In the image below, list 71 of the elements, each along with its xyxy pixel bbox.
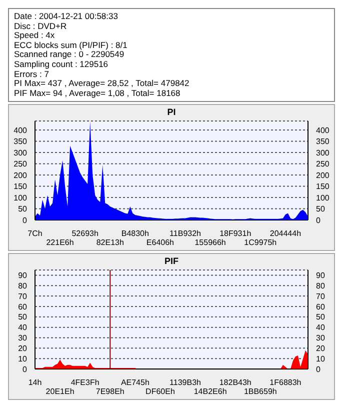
x-tick-label: 11B932h — [170, 229, 201, 238]
y-tick-label: 150 — [14, 182, 28, 192]
y2-tick-label: 0 — [316, 365, 321, 374]
x-tick-label: 155966h — [194, 238, 226, 248]
text: PI Max= 437 , Average= 28,52 , Total= 479842 — [14, 78, 190, 89]
y-tick-label: 50 — [18, 313, 28, 322]
x-tick-label: 82E13h — [96, 238, 124, 248]
y2-tick-label: 300 — [316, 148, 330, 158]
y2-tick-label: 0 — [316, 216, 321, 226]
x-tick-label: 1F6883h — [270, 378, 302, 388]
y-tick-label: 350 — [14, 137, 28, 146]
y2-tick-label: 350 — [316, 137, 330, 146]
x-tick-label: 182B43h — [219, 378, 252, 388]
x-tick-label: 20E1Eh — [46, 387, 74, 396]
x-tick-label: 52693h — [72, 229, 98, 238]
text: Scanned range : 0 - 2290549 — [14, 49, 126, 60]
y2-tick-label: 50 — [316, 204, 326, 214]
x-tick-label: 7Ch — [28, 229, 42, 238]
y-tick-label: 40 — [18, 324, 28, 332]
y2-tick-label: 200 — [316, 171, 330, 180]
y2-tick-label: 80 — [316, 282, 326, 291]
y-tick-label: 100 — [14, 194, 28, 203]
text: Errors : 7 — [14, 68, 50, 80]
x-tick-label: DF60Eh — [146, 387, 175, 396]
y-tick-label: 0 — [22, 216, 28, 226]
x-tick-label: AE745h — [120, 378, 150, 388]
y-tick-label: 400 — [14, 126, 28, 136]
y-tick-label: 250 — [14, 160, 28, 169]
text: Disc : DVD+R — [14, 20, 68, 32]
y-tick-label: 10 — [18, 354, 28, 364]
text: Sampling count : 129516 — [14, 58, 110, 70]
x-tick-label: 204444h — [270, 229, 302, 238]
x-tick-label: 18F931h — [220, 229, 252, 238]
y2-tick-label: 400 — [316, 126, 330, 136]
y-tick-label: 80 — [18, 282, 28, 291]
y2-tick-label: 100 — [316, 194, 330, 203]
y-tick-label: 90 — [18, 271, 28, 280]
y-tick-label: 30 — [18, 334, 28, 343]
y2-tick-label: 60 — [316, 302, 326, 312]
y2-tick-label: 40 — [316, 324, 326, 332]
text: ECC blocks sum (PI/PIF) : 8/1 — [14, 40, 128, 50]
y-tick-label: 60 — [18, 302, 28, 312]
chart-title: PI — [166, 106, 177, 118]
y2-tick-label: 250 — [316, 160, 330, 169]
x-tick-label: 1139B3h — [170, 378, 201, 388]
y2-tick-label: 10 — [316, 354, 326, 364]
y-tick-label: 0 — [22, 365, 28, 374]
chart-title: PIF — [163, 255, 180, 266]
x-tick-label: 14B2E6h — [194, 387, 227, 396]
x-tick-label: 14h — [28, 378, 42, 388]
text: Speed : 4x — [14, 30, 56, 41]
x-tick-label: 1C9975h — [244, 238, 277, 248]
y2-tick-label: 50 — [316, 313, 326, 322]
y-tick-label: 300 — [14, 148, 28, 158]
y2-tick-label: 30 — [316, 334, 326, 343]
y-tick-label: 20 — [18, 344, 28, 354]
x-tick-label: 221E6h — [46, 238, 74, 248]
y2-tick-label: 150 — [316, 182, 330, 192]
x-tick-label: E6406h — [146, 238, 174, 248]
x-tick-label: 1BB659h — [244, 387, 277, 396]
y2-tick-label: 90 — [316, 271, 326, 280]
text: PIF Max= 94 , Average= 1,08 , Total= 18168 — [14, 88, 182, 98]
y2-tick-label: 20 — [316, 344, 326, 354]
x-tick-label: 4FE3Fh — [70, 378, 100, 388]
y-tick-label: 50 — [18, 204, 28, 214]
y2-tick-label: 70 — [316, 292, 326, 302]
x-tick-label: 7E98Eh — [96, 387, 124, 396]
text: Date : 2004-12-21 00:58:33 — [14, 11, 119, 22]
y-tick-label: 200 — [14, 171, 28, 180]
y-tick-label: 70 — [18, 292, 28, 302]
x-tick-label: B4830h — [121, 229, 149, 238]
